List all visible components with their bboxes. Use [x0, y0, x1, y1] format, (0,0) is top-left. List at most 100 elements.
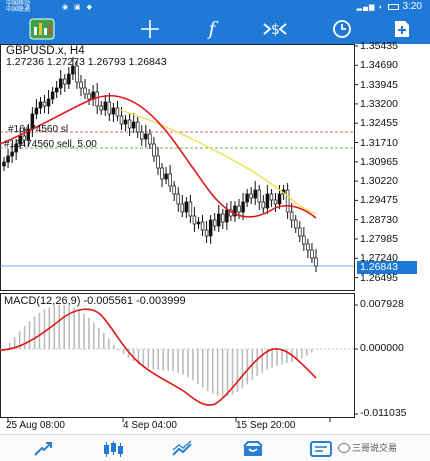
svg-text:$: $	[271, 22, 280, 38]
date-label-1: 25 Aug 08:00	[6, 420, 65, 431]
macd-histogram-bar	[266, 349, 268, 370]
candle-body	[265, 193, 270, 209]
quotes-icon[interactable]	[28, 435, 58, 461]
macd-histogram-bar	[93, 322, 95, 349]
candle-body	[168, 173, 172, 187]
ma-slow-line	[119, 109, 317, 215]
macd-histogram-bar	[53, 305, 56, 349]
macd-histogram-bar	[216, 349, 219, 396]
macd-histogram-bar	[137, 349, 140, 365]
macd-histogram-bar	[157, 349, 160, 370]
app-logo-icon[interactable]	[26, 14, 58, 44]
macd-histogram-bar	[286, 349, 288, 364]
price-tick-label: 1.28730	[360, 213, 398, 226]
price-tick-label: 1.26495	[360, 271, 398, 284]
notification-icons: ◉ ▣ ◆	[62, 4, 94, 11]
carrier-info: 中国移动 中国联通	[6, 1, 31, 13]
macd-tick-label: -0.011035	[360, 407, 407, 419]
candle-body	[302, 235, 306, 245]
chart-area[interactable]: GBPUSD.x, H4 1.27236 1.27273 1.26793 1.2…	[0, 41, 430, 434]
macd-histogram-bar	[68, 306, 70, 349]
candle-body	[217, 213, 221, 227]
candle-body	[277, 193, 282, 205]
macd-histogram-bar	[296, 349, 298, 361]
candle-body	[208, 219, 213, 237]
macd-histogram-bar	[152, 349, 155, 370]
candle-body	[71, 65, 75, 75]
macd-histogram-bar	[73, 307, 75, 349]
chart-icon[interactable]	[98, 435, 128, 461]
candle-body	[18, 135, 22, 145]
macd-histogram-bar	[33, 316, 36, 349]
candle-body	[95, 91, 99, 107]
candle-body	[237, 205, 241, 213]
macd-histogram-bar	[8, 342, 11, 349]
candle-body	[79, 81, 83, 89]
macd-tick-label: 0.007928	[360, 298, 404, 310]
candle-body	[188, 201, 193, 217]
candle-body	[67, 73, 71, 85]
new-order-icon[interactable]	[386, 14, 418, 44]
macd-histogram-bar	[103, 333, 105, 349]
macd-histogram-bar	[236, 349, 239, 392]
macd-signal-line	[0, 308, 317, 406]
macd-histogram-bar	[162, 349, 164, 371]
candle-body	[22, 135, 27, 141]
macd-histogram-bar	[147, 349, 150, 369]
macd-histogram-bar	[301, 349, 303, 359]
ma-fast-line	[0, 94, 317, 219]
candle-body	[103, 101, 108, 111]
crosshair-icon[interactable]	[134, 14, 166, 44]
macd-histogram-bar	[192, 349, 194, 381]
macd-histogram-bar	[107, 338, 110, 349]
current-price-badge: 1.26843	[357, 261, 417, 274]
price-tick-label: 1.29475	[360, 194, 398, 207]
price-tick-label: 1.30965	[360, 155, 398, 168]
candle-body	[196, 221, 201, 225]
macd-histogram-bar	[172, 349, 174, 372]
trade-icon[interactable]	[168, 435, 198, 461]
candle-body	[245, 193, 249, 203]
macd-histogram-bar	[197, 349, 199, 385]
candle-body	[83, 87, 87, 95]
objects-icon[interactable]: $	[258, 14, 292, 44]
candle-body	[221, 213, 225, 223]
watermark: 三哥说交易	[338, 441, 397, 454]
candle-body	[257, 189, 262, 203]
macd-histogram-bar	[182, 349, 184, 375]
candle-body	[212, 219, 217, 227]
macd-histogram-bar	[211, 349, 214, 394]
candle-body	[289, 211, 294, 221]
macd-histogram-bar	[63, 305, 65, 349]
candle-body	[310, 249, 314, 259]
date-label-2: 4 Sep 04:00	[123, 420, 177, 431]
candle-body	[180, 203, 185, 213]
messages-icon[interactable]	[306, 435, 336, 461]
price-chart[interactable]	[0, 44, 430, 434]
price-tick-label: 1.32455	[360, 117, 398, 130]
candle-body	[148, 133, 152, 145]
candle-body	[293, 219, 298, 229]
candle-body	[87, 93, 91, 100]
candle-body	[42, 101, 47, 107]
macd-histogram-bar	[315, 349, 318, 350]
macd-histogram-bar	[231, 349, 234, 395]
macd-histogram-bar	[241, 349, 244, 389]
price-tick-label: 1.27985	[360, 233, 398, 245]
macd-histogram-bar	[221, 349, 224, 397]
candle-body	[160, 167, 164, 180]
macd-histogram-bar	[142, 349, 145, 367]
candle-body	[172, 185, 176, 195]
candle-body	[192, 215, 197, 225]
clock-icon[interactable]	[326, 14, 358, 44]
macd-histogram-bar	[305, 349, 308, 356]
signal-icon: ▂▄▆ ◗	[356, 3, 384, 11]
candle-body	[135, 121, 140, 133]
macd-histogram-bar	[187, 349, 189, 378]
candle-body	[58, 78, 63, 89]
function-icon[interactable]: f	[208, 18, 216, 40]
macd-histogram-bar	[18, 331, 21, 349]
candle-body	[184, 201, 189, 213]
macd-histogram-bar	[281, 349, 283, 365]
history-icon[interactable]	[238, 435, 268, 461]
